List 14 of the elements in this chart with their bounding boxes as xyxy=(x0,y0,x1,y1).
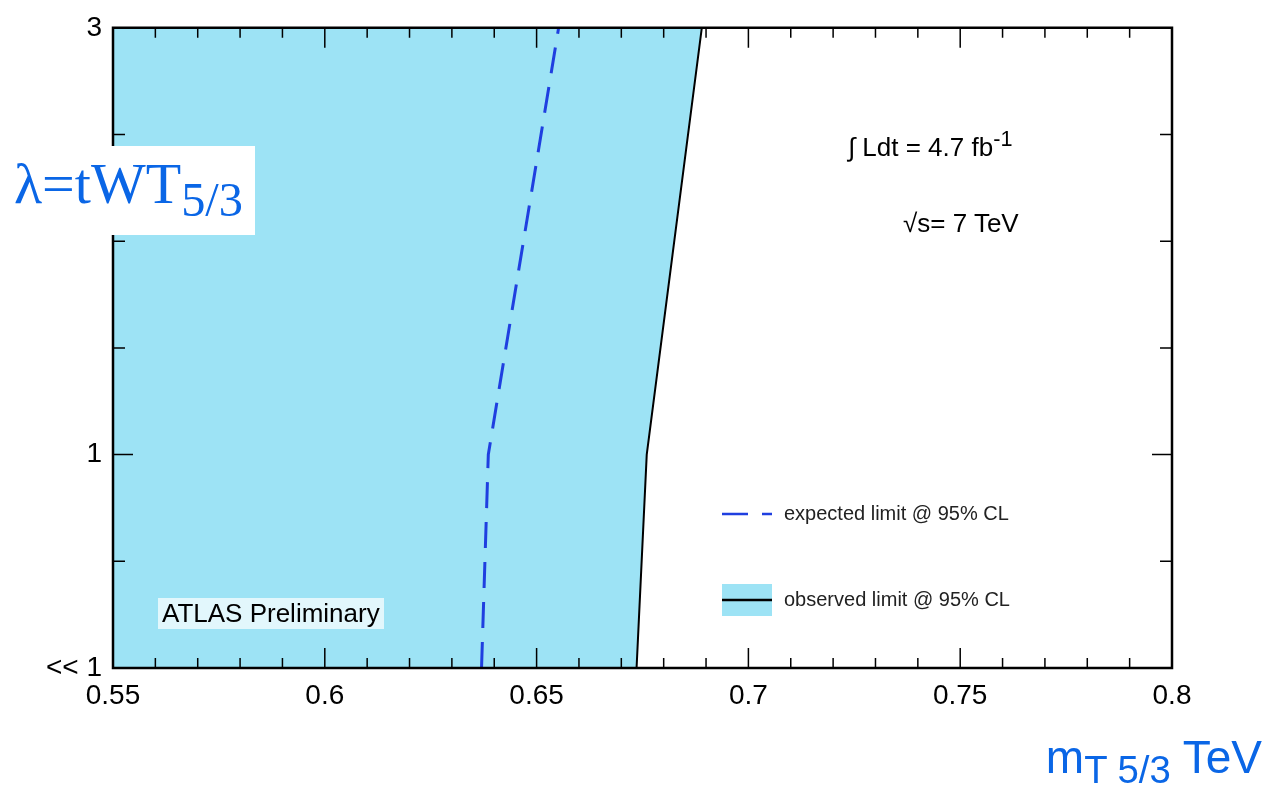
x-tick-label: 0.65 xyxy=(509,678,564,710)
x-tick-label: 0.8 xyxy=(1152,678,1192,710)
y-axis-title: λ=tWT$_{5/3}$ xyxy=(8,146,255,235)
x-tick-label: 0.7 xyxy=(728,678,768,710)
legend-label: observed limit @ 95% CL xyxy=(784,587,1010,610)
annotation: √s= 7 TeV xyxy=(903,208,1019,239)
legend-label: expected limit @ 95% CL xyxy=(784,501,1009,524)
annotation: ATLAS Preliminary xyxy=(158,598,384,629)
x-tick-label: 0.6 xyxy=(305,678,345,710)
y-tick-label: 1 xyxy=(86,437,102,469)
x-axis-title: m$_{T 5/3}$ TeV xyxy=(1045,730,1262,793)
x-tick-label: 0.75 xyxy=(932,678,988,710)
annotation: ∫ Ldt = 4.7 fb$^{-1}$ xyxy=(848,126,1013,163)
y-tick-label: 3 xyxy=(86,10,102,42)
